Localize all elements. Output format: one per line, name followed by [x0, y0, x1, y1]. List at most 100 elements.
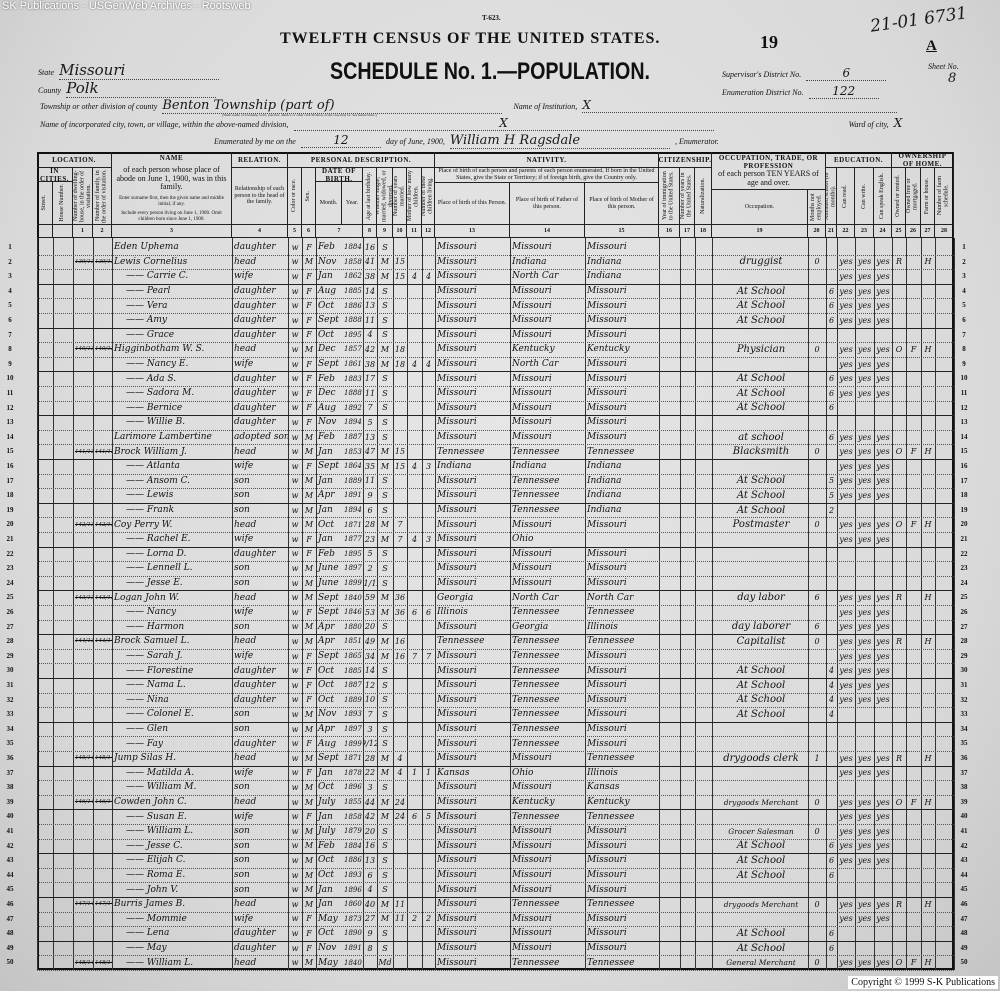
naturalization-header: Naturalization. — [695, 168, 712, 225]
cell-mother-birthplace: Missouri — [587, 432, 627, 443]
row-divider — [37, 488, 954, 490]
cell-month: Jan — [318, 811, 333, 822]
cell-read: yes — [839, 344, 853, 354]
cell-write: yes — [857, 286, 872, 296]
row-divider — [37, 371, 954, 373]
education-header-text: EDUCATION. — [833, 155, 883, 164]
cell-dwelling: 144/139 — [75, 638, 93, 645]
cell-sex: F — [306, 914, 312, 924]
cell-name: Higginbotham W. S. — [114, 344, 205, 355]
column-number-18: 18 — [695, 225, 712, 238]
cell-read: yes — [839, 680, 853, 690]
cell-relation: wife — [234, 607, 254, 618]
cell-english: yes — [876, 374, 890, 384]
cell-write: yes — [857, 899, 872, 909]
cell-father-birthplace: Missouri — [512, 402, 552, 413]
line-number-l: 45 — [6, 885, 14, 894]
state-label: State — [38, 68, 54, 77]
cell-father-birthplace: Tennessee — [512, 709, 560, 720]
line-number-r: 19 — [960, 505, 968, 514]
column-number-7-text: 7 — [337, 228, 341, 234]
line-number-r: 31 — [960, 681, 968, 689]
cell-relation: head — [234, 519, 257, 530]
cell-occupation: At School — [736, 300, 786, 312]
cell-relation: son — [234, 782, 250, 793]
cell-birthplace: Missouri — [437, 534, 477, 545]
cell-school-months: 6 — [828, 943, 835, 953]
children-living-header: Number of these children living. — [422, 168, 435, 225]
cell-father-birthplace: Missouri — [512, 519, 552, 530]
cell-marital: M — [380, 797, 390, 807]
enumerator-label: , Enumerator. — [675, 137, 719, 146]
line-number-l: 36 — [6, 754, 14, 762]
cell-month: Aug — [318, 402, 337, 413]
line-number-l: 44 — [6, 870, 14, 879]
cell-relation: daughter — [234, 242, 276, 253]
column-divider — [407, 238, 408, 970]
cell-family: 147/143 — [95, 901, 112, 908]
cell-age: 11 — [364, 388, 376, 398]
cell-month: Oct — [318, 680, 335, 691]
city-field: Name of incorporated city, town, or vill… — [40, 112, 960, 131]
county-label: County — [38, 86, 62, 95]
cell-relation: head — [234, 797, 257, 808]
personal-description-header: PERSONAL DESCRIPTION. — [288, 152, 435, 168]
cell-children-living: 5 — [425, 812, 432, 822]
cell-mother-birthplace: Missouri — [587, 943, 627, 954]
cell-age: 27 — [364, 914, 376, 924]
cell-year: 1895 — [344, 549, 362, 558]
cell-mother-birthplace: Indiana — [587, 490, 622, 501]
city-label: Name of incorporated city, town, or vill… — [40, 120, 289, 129]
cell-month: Apr — [318, 724, 335, 735]
row-divider — [37, 459, 954, 460]
column-number-26: 26 — [906, 225, 921, 238]
cell-name: Cowden John C. — [114, 797, 187, 808]
cell-years-married: 18 — [394, 359, 406, 369]
can-read-header-text: Can read. — [842, 184, 849, 208]
cell-sex: M — [304, 476, 314, 486]
cell-birthplace: Missouri — [437, 505, 477, 516]
cell-school-months: 4 — [828, 680, 835, 690]
column-number-3-text: 3 — [170, 228, 173, 234]
cell-month: Jan — [318, 446, 333, 457]
cell-name: —— Pearl — [126, 286, 171, 297]
cell-birthplace: Missouri — [437, 475, 477, 486]
cell-write: yes — [857, 271, 872, 281]
cell-year: 1873 — [344, 914, 362, 923]
cell-age: 42 — [364, 812, 376, 822]
line-number-r: 35 — [960, 739, 968, 748]
cell-family: 143/138 — [95, 594, 112, 601]
cell-father-birthplace: Missouri — [512, 826, 552, 837]
cell-age: 59 — [364, 593, 376, 603]
cell-color: w — [291, 578, 299, 588]
cell-month: Oct — [318, 519, 335, 530]
cell-sex: M — [304, 782, 314, 792]
cell-month: Jan — [318, 767, 333, 778]
cell-occupation: At School — [736, 854, 786, 866]
cell-mother-birthplace: Missouri — [587, 417, 627, 428]
cell-owned-rented: R — [895, 899, 903, 909]
cell-english: yes — [876, 301, 890, 311]
cell-marital: M — [380, 359, 390, 369]
cell-sex: F — [306, 403, 312, 413]
age-header-text: Age at last birthday. — [366, 171, 373, 221]
cell-color: w — [291, 242, 299, 252]
row-divider — [37, 619, 954, 621]
cell-relation: son — [234, 884, 250, 895]
cell-sex: F — [306, 388, 312, 398]
cell-marital: S — [382, 301, 388, 311]
cell-english: yes — [876, 753, 890, 763]
cell-name: —— Ada S. — [126, 373, 177, 384]
cell-year: 1899 — [344, 579, 362, 588]
line-number-r: 44 — [960, 870, 968, 879]
cell-marital: S — [382, 622, 388, 632]
cell-name: Brock Samuel L. — [114, 636, 190, 647]
cell-color: w — [291, 885, 299, 895]
cell-name: —— May — [126, 943, 167, 954]
cell-month: Sept — [318, 753, 339, 764]
cell-age: 42 — [364, 344, 376, 354]
cell-age: 4 — [367, 885, 373, 895]
cell-color: w — [291, 359, 299, 369]
cell-color: w — [291, 403, 299, 413]
cell-owned-rented: R — [895, 753, 903, 763]
